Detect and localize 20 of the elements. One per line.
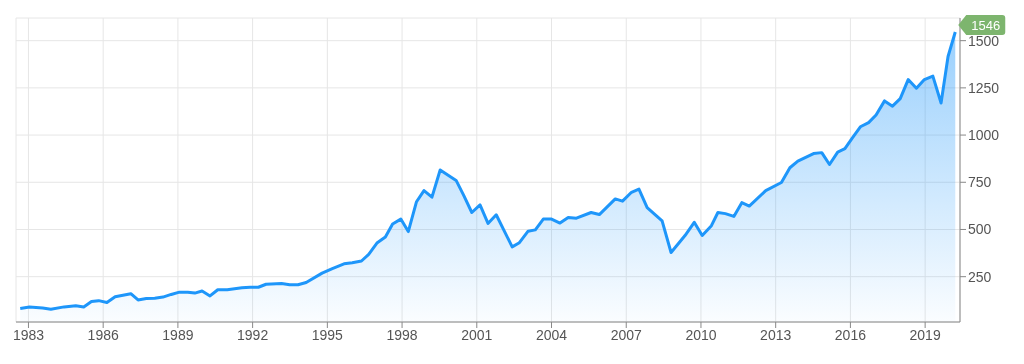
x-tick-label: 1995 bbox=[311, 326, 344, 343]
x-tick-label: 1989 bbox=[162, 326, 194, 343]
x-tick-label: 1992 bbox=[237, 326, 269, 343]
y-tick-label: 1500 bbox=[968, 32, 1000, 49]
y-tick-label: 250 bbox=[968, 268, 992, 285]
y-tick-label: 1250 bbox=[968, 79, 1000, 96]
x-tick-label: 2016 bbox=[834, 326, 867, 343]
x-tick-label: 2019 bbox=[909, 326, 941, 343]
y-tick-label: 1000 bbox=[968, 127, 1000, 144]
x-tick-label: 2013 bbox=[760, 326, 792, 343]
x-tick-label: 1983 bbox=[12, 326, 45, 343]
y-tick-label: 750 bbox=[968, 174, 992, 191]
y-tick-label: 500 bbox=[968, 221, 992, 238]
x-tick-label: 1986 bbox=[87, 326, 119, 343]
x-tick-label: 2007 bbox=[610, 326, 643, 343]
x-tick-label: 1998 bbox=[386, 326, 418, 343]
x-tick-label: 2001 bbox=[461, 326, 493, 343]
x-tick-label: 2010 bbox=[685, 326, 717, 343]
annotation: 1546 bbox=[971, 17, 1001, 33]
x-tick-label: 2004 bbox=[535, 326, 568, 343]
